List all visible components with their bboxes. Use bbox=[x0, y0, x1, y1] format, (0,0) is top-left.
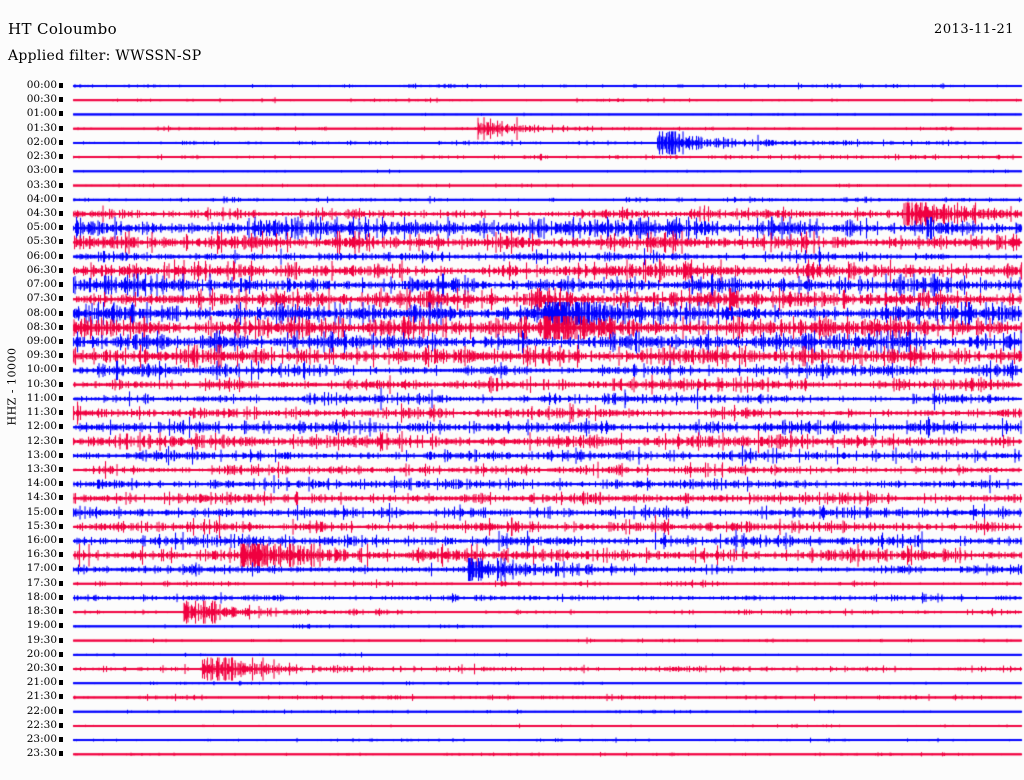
helicorder-traces bbox=[0, 76, 1024, 776]
record-date: 2013-11-21 bbox=[934, 22, 1014, 37]
station-title: HT Coloumbo bbox=[8, 20, 118, 38]
applied-filter-label: Applied filter: WWSSN-SP bbox=[8, 48, 202, 64]
